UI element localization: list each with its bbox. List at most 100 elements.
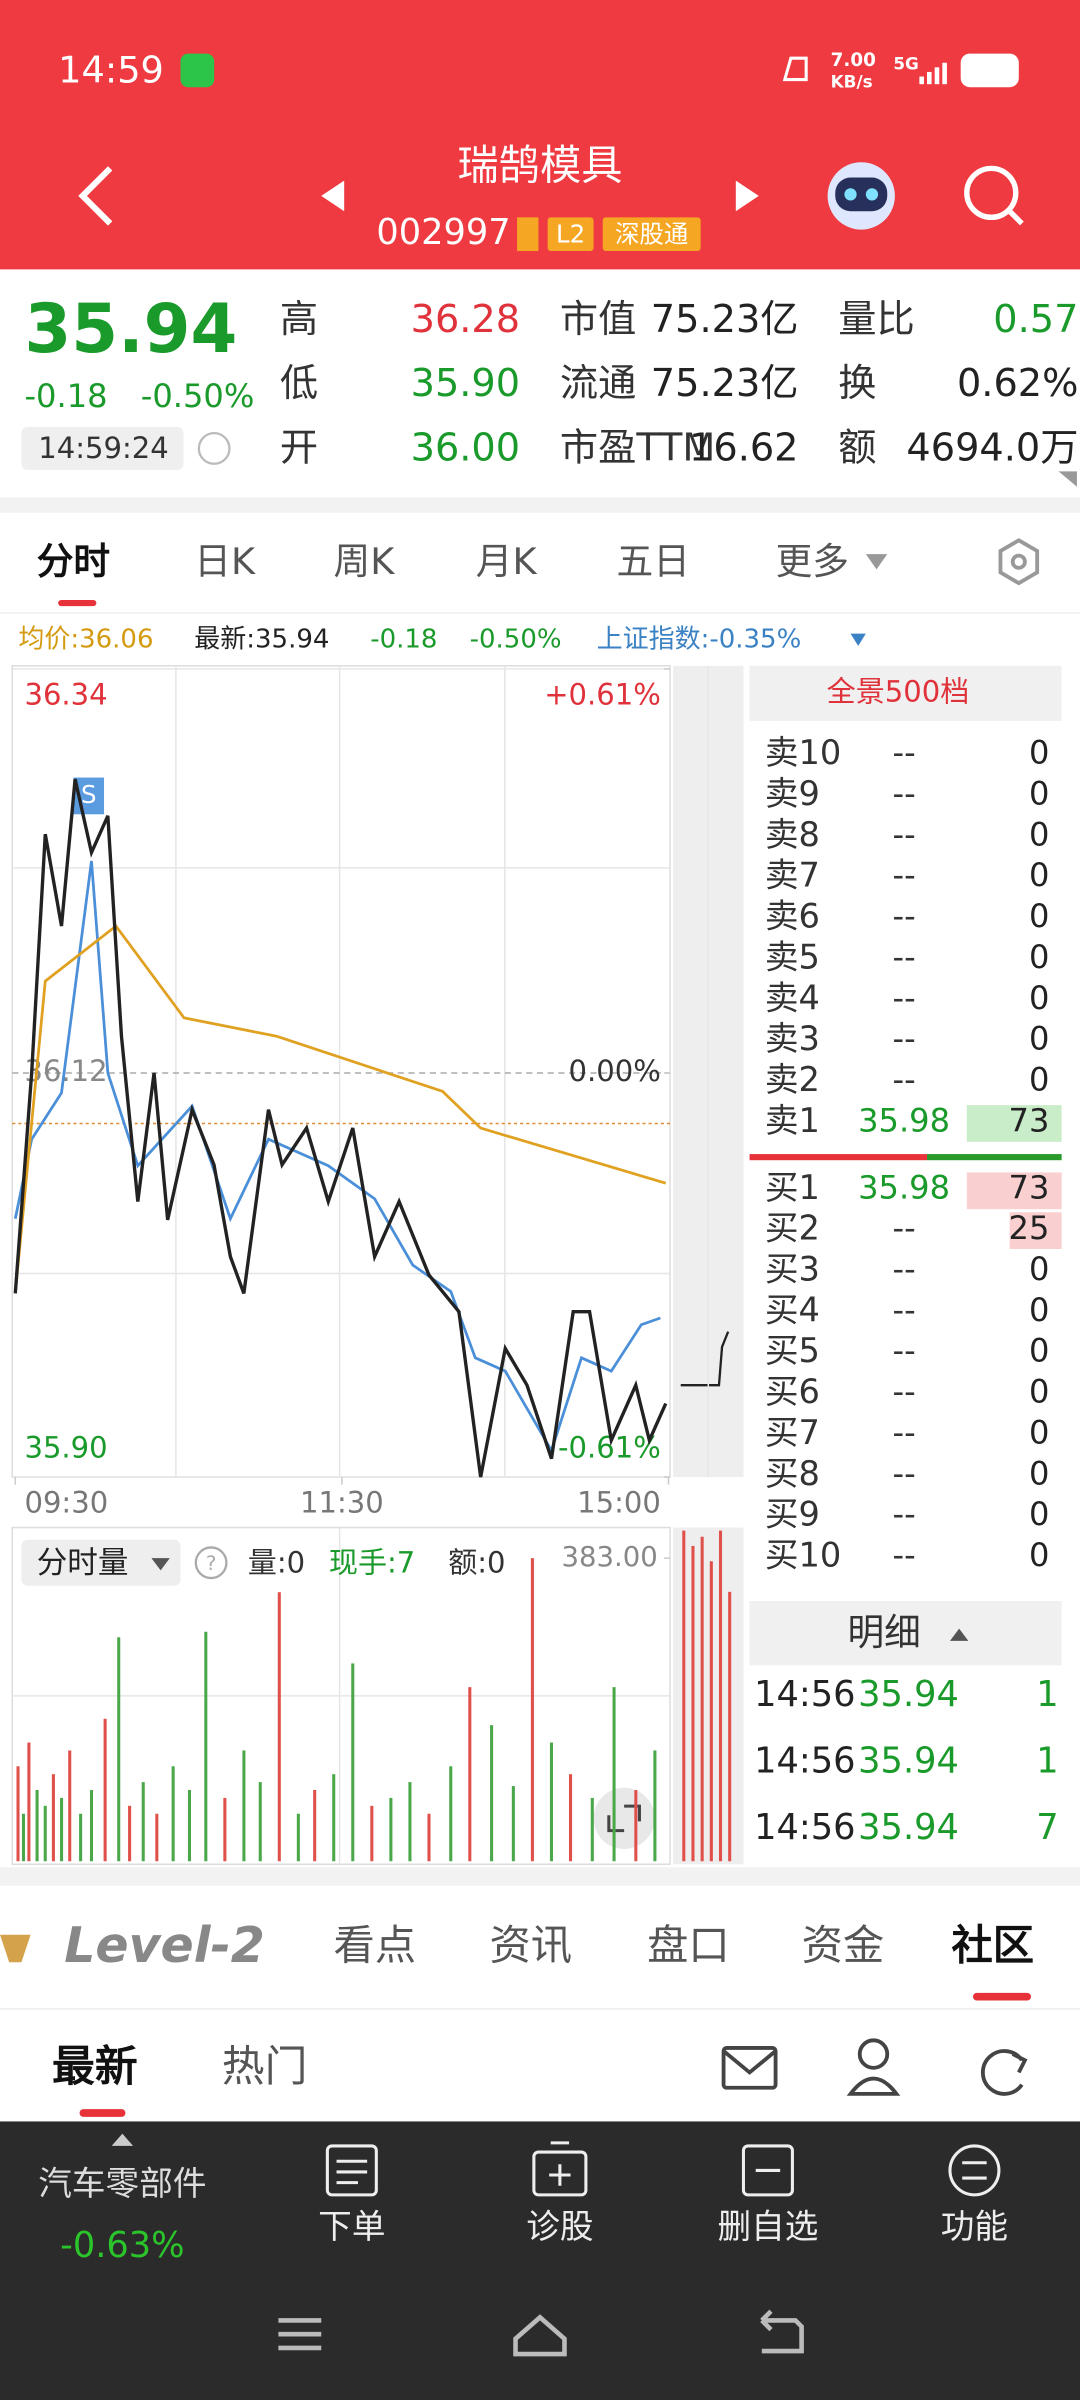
ask-price: --: [892, 938, 915, 976]
detail-title[interactable]: 明细: [847, 1611, 920, 1654]
search-button[interactable]: [964, 165, 1024, 226]
index-arrow: [850, 633, 866, 646]
amount-stat: 额:0: [448, 1545, 505, 1579]
volume-bar: [449, 1766, 453, 1862]
fullscreen-button[interactable]: [593, 1787, 655, 1849]
bid-volume: 0: [1029, 1454, 1049, 1492]
settings-button[interactable]: [998, 538, 1040, 586]
latest-change: -0.18: [370, 624, 437, 654]
content-tab[interactable]: 资金: [802, 1921, 885, 1969]
net-unit: KB/s: [831, 72, 873, 92]
ask-volume: 0: [1029, 897, 1049, 935]
volume-bar: [332, 1774, 336, 1862]
bid-volume: 0: [1029, 1250, 1049, 1288]
content-tab[interactable]: 资讯: [490, 1921, 573, 1969]
ask-volume: 0: [1029, 774, 1049, 812]
latest-price: 最新:35.94: [194, 624, 329, 654]
period-tab[interactable]: 五日: [616, 540, 689, 583]
series-line: [13, 924, 667, 1294]
next-stock[interactable]: [735, 180, 759, 212]
quote-time: 14:59:24: [38, 431, 168, 465]
back-button[interactable]: [78, 166, 113, 226]
help-glyph: ?: [206, 1552, 217, 1575]
content-tab[interactable]: 看点: [333, 1921, 416, 1969]
content-tab[interactable]: 盘口: [647, 1921, 730, 1969]
content-tab[interactable]: Level-2: [64, 1917, 265, 1974]
index-change[interactable]: 上证指数:-0.35%: [597, 624, 802, 654]
volume-select[interactable]: [21, 1539, 181, 1586]
ask-label: 卖9: [765, 774, 820, 813]
bottom-action[interactable]: 功能: [941, 2207, 1008, 2246]
bid-volume: 0: [1029, 1332, 1049, 1370]
battery-icon: [960, 53, 1019, 88]
trade-price: 35.94: [858, 1740, 959, 1781]
volume-bar: [35, 1790, 39, 1862]
field-label: 量比: [838, 297, 914, 342]
volume-bar: [51, 1774, 55, 1862]
field-value: 0.57: [993, 297, 1078, 342]
period-tab[interactable]: 周K: [333, 540, 395, 583]
period-tab[interactable]: 月K: [476, 540, 538, 583]
tab-underline: [58, 600, 97, 607]
field-label: 额: [838, 425, 876, 470]
bid-label: 买7: [765, 1413, 820, 1452]
prev-stock[interactable]: [321, 180, 345, 212]
bid-label: 买2: [765, 1209, 820, 1248]
avg-price: 均价:36.06: [18, 624, 153, 654]
bottom-action[interactable]: 下单: [318, 2207, 385, 2246]
bid-volume: 0: [1029, 1495, 1049, 1533]
separator: [0, 497, 1080, 513]
toolbar-icons[interactable]: [721, 2038, 1028, 2096]
volume-bar: [128, 1805, 132, 1862]
x-tick-label: 15:00: [577, 1486, 661, 1520]
ask-volume: 0: [1029, 856, 1049, 894]
ask-label: 卖4: [765, 978, 820, 1017]
expand-corner[interactable]: [1058, 471, 1077, 487]
series-line: [13, 860, 661, 1454]
period-tab[interactable]: 更多: [776, 540, 849, 583]
y-tick-label: 36.34: [24, 677, 107, 711]
volume-bar: [490, 1725, 494, 1862]
bid-strength: [749, 1154, 928, 1161]
volume-bar: [43, 1805, 47, 1862]
detail-header[interactable]: [749, 1601, 1062, 1666]
volume-bar: [21, 1813, 25, 1862]
net-speed: 7.00: [831, 50, 876, 71]
status-time: 14:59: [58, 48, 164, 91]
ask-volume: 0: [1029, 938, 1049, 976]
bottom-action[interactable]: 删自选: [717, 2207, 818, 2246]
sector-name[interactable]: 汽车零部件: [38, 2164, 206, 2203]
sector-change: -0.63%: [60, 2225, 184, 2266]
volume-label[interactable]: 分时量: [37, 1546, 129, 1581]
nav-bar[interactable]: [278, 2309, 804, 2357]
bid-price: --: [892, 1291, 915, 1329]
volume-bar: [296, 1813, 300, 1862]
period-tab[interactable]: 日K: [194, 540, 256, 583]
bid-label: 买10: [765, 1536, 841, 1575]
help-icon[interactable]: [194, 1546, 228, 1580]
field-value: 75.23亿: [651, 361, 799, 406]
ask-label: 卖10: [765, 733, 841, 772]
info-icon[interactable]: [197, 432, 231, 465]
content-tab[interactable]: 社区: [952, 1921, 1035, 1969]
sub-tab-underline: [79, 2109, 126, 2117]
bid-price: --: [892, 1495, 915, 1533]
volume-bar: [204, 1631, 208, 1862]
volume-bar: [549, 1742, 553, 1862]
bid-price: 35.98: [858, 1168, 950, 1206]
badge-bg: [602, 217, 701, 252]
bottom-action[interactable]: 诊股: [526, 2207, 593, 2246]
trade-time: 14:56: [754, 1674, 855, 1715]
y-tick-label: 35.90: [24, 1430, 107, 1464]
volume-bar: [370, 1805, 374, 1862]
x-tick-label: 11:30: [300, 1486, 384, 1520]
period-tab[interactable]: 分时: [37, 540, 110, 583]
field-label: 高: [280, 297, 318, 342]
sub-tab[interactable]: 最新: [52, 2042, 138, 2092]
robot-icon[interactable]: [827, 162, 895, 230]
volume-arrow: [151, 1558, 170, 1571]
sub-tab[interactable]: 热门: [222, 2042, 308, 2092]
volume-bar: [351, 1663, 355, 1862]
field-label: 低: [280, 361, 318, 406]
volume-bar: [612, 1687, 616, 1862]
